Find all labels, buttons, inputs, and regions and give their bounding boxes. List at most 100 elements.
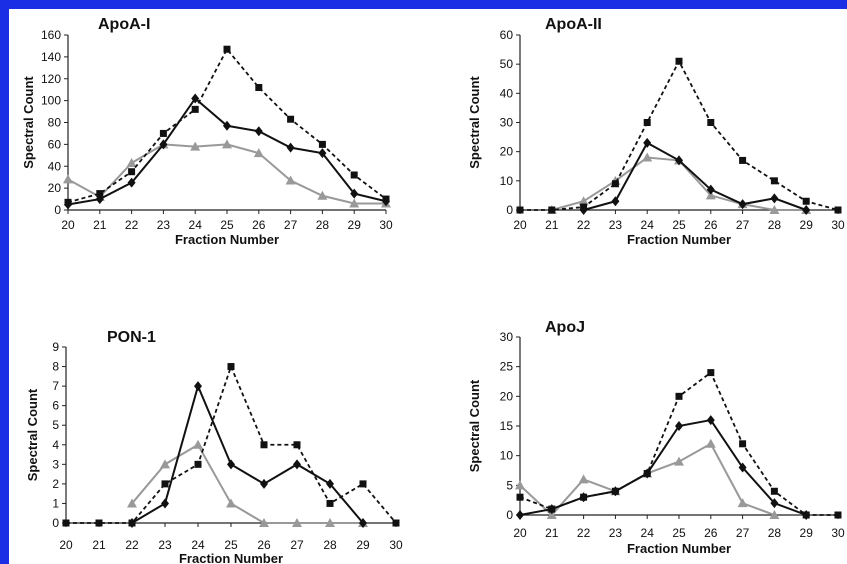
y-tick-label: 20 — [48, 181, 62, 195]
data-point-triangle — [126, 157, 137, 167]
y-tick-label: 15 — [500, 419, 514, 433]
data-point-square — [326, 499, 334, 507]
data-point-square — [260, 441, 268, 449]
data-point-diamond — [326, 478, 334, 489]
data-point-square — [128, 519, 136, 527]
data-point-triangle — [769, 205, 780, 214]
data-point-square — [707, 119, 715, 126]
y-tick-label: 7 — [52, 379, 59, 393]
data-point-diamond — [318, 148, 327, 159]
x-tick-label: 26 — [257, 538, 271, 552]
data-point-triangle — [674, 456, 684, 466]
x-tick-label: 25 — [672, 526, 686, 540]
data-point-triangle — [253, 148, 264, 158]
data-point-diamond — [159, 139, 168, 150]
data-point-triangle — [642, 152, 653, 162]
y-tick-label: 8 — [52, 360, 59, 374]
x-tick-label: 21 — [545, 218, 559, 232]
x-tick-label: 23 — [158, 538, 172, 552]
x-tick-label: 22 — [125, 218, 139, 232]
x-tick-label: 25 — [672, 218, 686, 232]
data-point-square — [223, 45, 231, 53]
data-point-triangle — [737, 498, 748, 508]
x-axis-label: Fraction Number — [627, 232, 731, 247]
y-tick-label: 2 — [52, 477, 59, 491]
data-point-triangle — [705, 438, 716, 448]
data-point-square — [191, 105, 199, 113]
data-point-square — [64, 198, 72, 206]
x-tick-label: 30 — [389, 538, 403, 552]
data-point-diamond — [350, 188, 359, 199]
x-tick-label: 29 — [348, 218, 362, 232]
data-point-square — [739, 156, 747, 164]
data-point-diamond — [738, 199, 747, 210]
x-tick-label: 25 — [220, 218, 234, 232]
data-point-square — [382, 195, 390, 203]
data-point-diamond — [706, 184, 715, 195]
data-point-triangle — [63, 174, 73, 184]
x-axis-label: Fraction Number — [627, 541, 731, 556]
panel-title: ApoJ — [545, 319, 585, 336]
series-square — [516, 57, 842, 214]
y-tick-label: 30 — [500, 116, 514, 130]
x-tick-label: 26 — [704, 218, 718, 232]
data-point-triangle — [193, 439, 203, 449]
y-tick-label: 9 — [52, 340, 59, 354]
x-tick-label: 27 — [736, 526, 750, 540]
x-tick-label: 28 — [768, 526, 782, 540]
y-tick-label: 5 — [52, 418, 59, 432]
chart-panel-apoj: 0 5 10 15 20 25 30 20 21 22 23 24 25 26 27 28 29 30 ApoJ Fr… — [467, 319, 845, 556]
data-point-diamond — [675, 421, 683, 431]
data-point-diamond — [802, 205, 811, 215]
data-point-square — [96, 190, 104, 198]
data-point-square — [802, 511, 810, 519]
panel-title: ApoA-I — [98, 16, 150, 33]
series-square — [516, 369, 842, 519]
series-square — [62, 363, 400, 527]
y-tick-label: 100 — [41, 94, 61, 108]
y-tick-label: 0 — [506, 203, 513, 217]
series-line-square — [520, 59, 839, 211]
data-point-square — [318, 140, 326, 148]
x-tick-label: 22 — [577, 218, 591, 232]
data-point-triangle — [317, 190, 328, 200]
x-tick-label: 24 — [641, 526, 655, 540]
data-point-square — [227, 363, 235, 371]
data-point-square — [516, 206, 524, 214]
data-point-square — [255, 84, 263, 91]
y-tick-label: 140 — [41, 50, 61, 64]
data-point-triangle — [285, 175, 296, 185]
x-tick-label: 28 — [768, 218, 782, 232]
y-tick-label: 10 — [500, 174, 514, 188]
x-tick-label: 27 — [290, 538, 304, 552]
data-point-square — [128, 168, 136, 176]
y-axis-label: Spectral Count — [467, 379, 482, 472]
data-point-triangle — [515, 480, 525, 490]
data-point-diamond — [191, 93, 200, 104]
data-point-diamond — [161, 498, 169, 509]
data-point-square — [643, 469, 651, 477]
data-point-diamond — [293, 459, 301, 470]
series-line-diamond — [67, 96, 387, 206]
data-point-square — [548, 206, 556, 214]
series-square — [64, 45, 390, 206]
data-point-diamond — [770, 193, 779, 204]
data-point-square — [770, 487, 778, 495]
x-tick-label: 24 — [641, 218, 655, 232]
x-tick-label: 29 — [800, 218, 814, 232]
y-tick-label: 20 — [500, 145, 514, 159]
x-tick-label: 29 — [356, 538, 370, 552]
data-point-square — [643, 119, 651, 126]
x-tick-label: 21 — [92, 538, 106, 552]
x-tick-label: 20 — [513, 526, 527, 540]
y-tick-label: 0 — [54, 203, 61, 217]
x-tick-label: 20 — [59, 538, 73, 552]
y-axis-label: Spectral Count — [467, 76, 482, 169]
data-point-triangle — [769, 510, 780, 519]
data-point-triangle — [349, 198, 360, 208]
data-point-triangle — [127, 498, 137, 508]
data-point-triangle — [546, 510, 557, 519]
data-point-diamond — [611, 196, 620, 207]
